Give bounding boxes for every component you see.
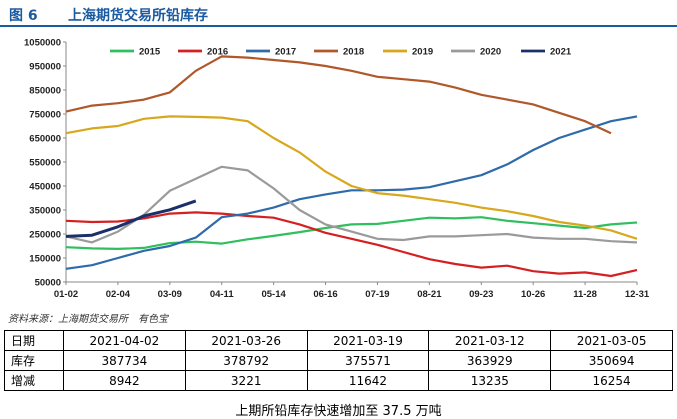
x-tick-label: 04-11 bbox=[210, 289, 234, 300]
y-tick-label: 850000 bbox=[29, 86, 61, 97]
y-tick-label: 150000 bbox=[29, 254, 61, 265]
table-row-label: 库存 bbox=[4, 350, 64, 371]
legend-label-2015: 2015 bbox=[139, 47, 161, 58]
series-line-2015 bbox=[65, 216, 638, 250]
table-date: 2021-03-05 bbox=[550, 330, 673, 351]
series-line-2018 bbox=[65, 55, 612, 135]
figure-number: 图 6 bbox=[9, 8, 38, 24]
y-tick-label: 350000 bbox=[29, 206, 61, 217]
table-cell: 375571 bbox=[306, 350, 430, 371]
y-tick-label: 450000 bbox=[29, 182, 61, 193]
figure-title: 上海期货交易所铅库存 bbox=[68, 8, 208, 24]
x-tick-label: 06-16 bbox=[313, 289, 337, 300]
legend-label-2020: 2020 bbox=[480, 47, 501, 58]
table-cell: 13235 bbox=[428, 370, 552, 391]
x-tick-label: 01-02 bbox=[54, 289, 78, 300]
table-row: 库存 387734 378792 375571 363929 350694 bbox=[4, 350, 673, 371]
table-cell: 3221 bbox=[184, 370, 308, 391]
x-tick-label: 10-26 bbox=[521, 289, 545, 300]
table-date: 2021-03-19 bbox=[306, 330, 430, 351]
table-cell: 350694 bbox=[550, 350, 673, 371]
legend-label-2018: 2018 bbox=[343, 47, 364, 58]
figure-header: 图 6 上海期货交易所铅库存 bbox=[0, 0, 677, 28]
series-line-2021 bbox=[65, 199, 197, 238]
table-date: 2021-04-02 bbox=[63, 330, 186, 351]
legend-label-2019: 2019 bbox=[412, 47, 433, 58]
series-line-2016 bbox=[65, 211, 638, 278]
x-tick-label: 09-23 bbox=[469, 289, 493, 300]
legend-label-2021: 2021 bbox=[550, 47, 572, 58]
table-cell: 8942 bbox=[63, 370, 186, 391]
table-header-label: 日期 bbox=[4, 330, 64, 351]
table-header-row: 日期 2021-04-02 2021-03-26 2021-03-19 2021… bbox=[4, 330, 673, 351]
x-tick-label: 05-14 bbox=[261, 289, 286, 300]
y-tick-label: 950000 bbox=[29, 62, 61, 73]
table-cell: 387734 bbox=[63, 350, 186, 371]
legend-label-2017: 2017 bbox=[275, 47, 296, 58]
x-tick-label: 12-31 bbox=[625, 289, 650, 300]
table-cell: 11642 bbox=[306, 370, 430, 391]
table-cell: 363929 bbox=[428, 350, 552, 371]
x-tick-label: 02-04 bbox=[106, 289, 131, 300]
y-tick-label: 250000 bbox=[29, 230, 61, 241]
table-date: 2021-03-12 bbox=[428, 330, 552, 351]
y-tick-label: 50000 bbox=[35, 278, 61, 289]
table-cell: 16254 bbox=[550, 370, 673, 391]
x-tick-label: 11-28 bbox=[573, 289, 597, 300]
table-row: 增减 8942 3221 11642 13235 16254 bbox=[4, 370, 673, 391]
table-date: 2021-03-26 bbox=[184, 330, 308, 351]
x-tick-label: 03-09 bbox=[158, 289, 182, 300]
y-tick-label: 650000 bbox=[29, 134, 61, 145]
series-line-2017 bbox=[65, 115, 638, 270]
series-line-2020 bbox=[65, 165, 638, 244]
table-cell: 378792 bbox=[184, 350, 308, 371]
series-line-2019 bbox=[65, 115, 638, 240]
inventory-table: 日期 2021-04-02 2021-03-26 2021-03-19 2021… bbox=[4, 330, 673, 391]
y-tick-label: 1050000 bbox=[24, 38, 61, 49]
y-tick-label: 550000 bbox=[29, 158, 61, 169]
x-tick-label: 08-21 bbox=[417, 289, 442, 300]
source-note: 资料来源：上海期货交易所 有色宝 bbox=[8, 314, 168, 325]
x-tick-label: 07-19 bbox=[365, 289, 389, 300]
header-rule bbox=[0, 25, 677, 27]
legend-label-2016: 2016 bbox=[207, 47, 228, 58]
table-row-label: 增减 bbox=[4, 370, 64, 391]
y-tick-label: 750000 bbox=[29, 110, 61, 121]
lead-inventory-chart: 50000 150000 250000 350000 450000 550000 65000… bbox=[24, 38, 650, 301]
chart-caption: 上期所铅库存快速增加至 37.5 万吨 bbox=[235, 404, 442, 419]
